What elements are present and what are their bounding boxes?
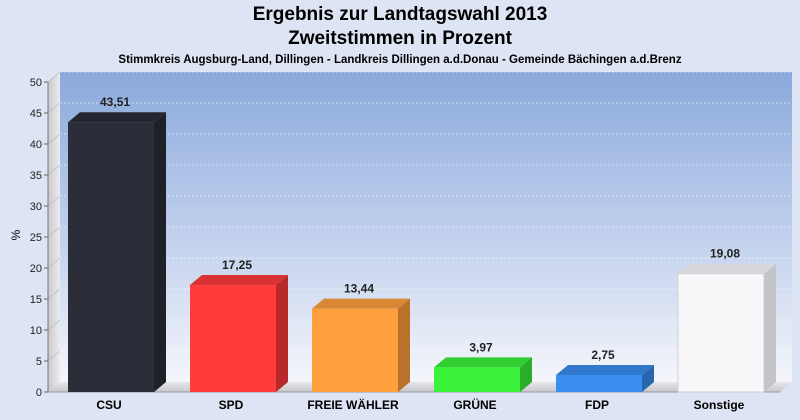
y-tick-label: 15 (30, 294, 42, 306)
bar-top (190, 275, 288, 286)
y-gridline-side (47, 195, 61, 207)
x-tick-label: Sonstige (694, 398, 745, 412)
bar (556, 374, 642, 392)
bar-side (642, 364, 654, 392)
x-tick-label: SPD (219, 398, 244, 412)
y-gridline-side (47, 226, 61, 238)
bar-value-label: 3,97 (469, 340, 493, 354)
y-tick-label: 25 (30, 232, 42, 244)
x-tick-label: CSU (96, 398, 121, 412)
y-tick-label: 30 (30, 201, 42, 213)
y-tick-label: 10 (30, 325, 42, 337)
bar-value-label: 17,25 (222, 258, 252, 272)
bar-value-label: 13,44 (344, 282, 374, 296)
y-axis-label: % (9, 229, 23, 240)
chart-region-subtitle: Stimmkreis Augsburg-Land, Dillingen - La… (118, 54, 682, 66)
bar (677, 273, 765, 393)
bar-side (520, 357, 532, 392)
y-tick-label: 50 (30, 77, 42, 89)
y-gridline-side (47, 257, 61, 269)
plot-area: 0 5 10 15 20 25 30 35 40 45 50 43,51 CSU 17,25 SPD 13,4… (30, 71, 792, 412)
bar (190, 285, 276, 392)
bar-value-label: 19,08 (710, 247, 740, 261)
bar-top (68, 112, 166, 123)
y-tick-label: 40 (30, 139, 42, 151)
bar (68, 122, 154, 392)
bar-top (312, 298, 410, 309)
bar-value-label: 2,75 (591, 348, 615, 362)
y-gridline-side (47, 350, 61, 362)
bar (434, 367, 520, 392)
chart-title: Ergebnis zur Landtagswahl 2013 (252, 4, 548, 25)
bar-side (764, 263, 776, 392)
y-gridline-side (47, 133, 61, 145)
y-tick-label: 5 (36, 356, 42, 368)
bar-top (678, 263, 776, 274)
y-tick-label: 45 (30, 108, 42, 120)
bar-side (398, 298, 410, 392)
x-tick-label: FREIE WÄHLER (307, 397, 399, 412)
bar-side (154, 112, 166, 392)
y-tick-label: 20 (30, 263, 42, 275)
y-tick-label: 0 (36, 387, 42, 399)
y-gridline-side (47, 102, 61, 114)
chart-subtitle: Zweitstimmen in Prozent (288, 28, 512, 49)
y-gridline-side (47, 319, 61, 331)
x-tick-label: GRÜNE (453, 397, 496, 412)
x-tick-label: FDP (585, 398, 609, 412)
bar-value-label: 43,51 (100, 95, 130, 109)
y-gridline-side (47, 71, 61, 83)
y-tick-label: 35 (30, 170, 42, 182)
y-gridline-side (47, 164, 61, 176)
bar-top (434, 357, 532, 368)
bar-top (556, 364, 654, 375)
y-gridline-side (47, 288, 61, 300)
bar (312, 308, 398, 392)
bar-side (276, 275, 288, 392)
